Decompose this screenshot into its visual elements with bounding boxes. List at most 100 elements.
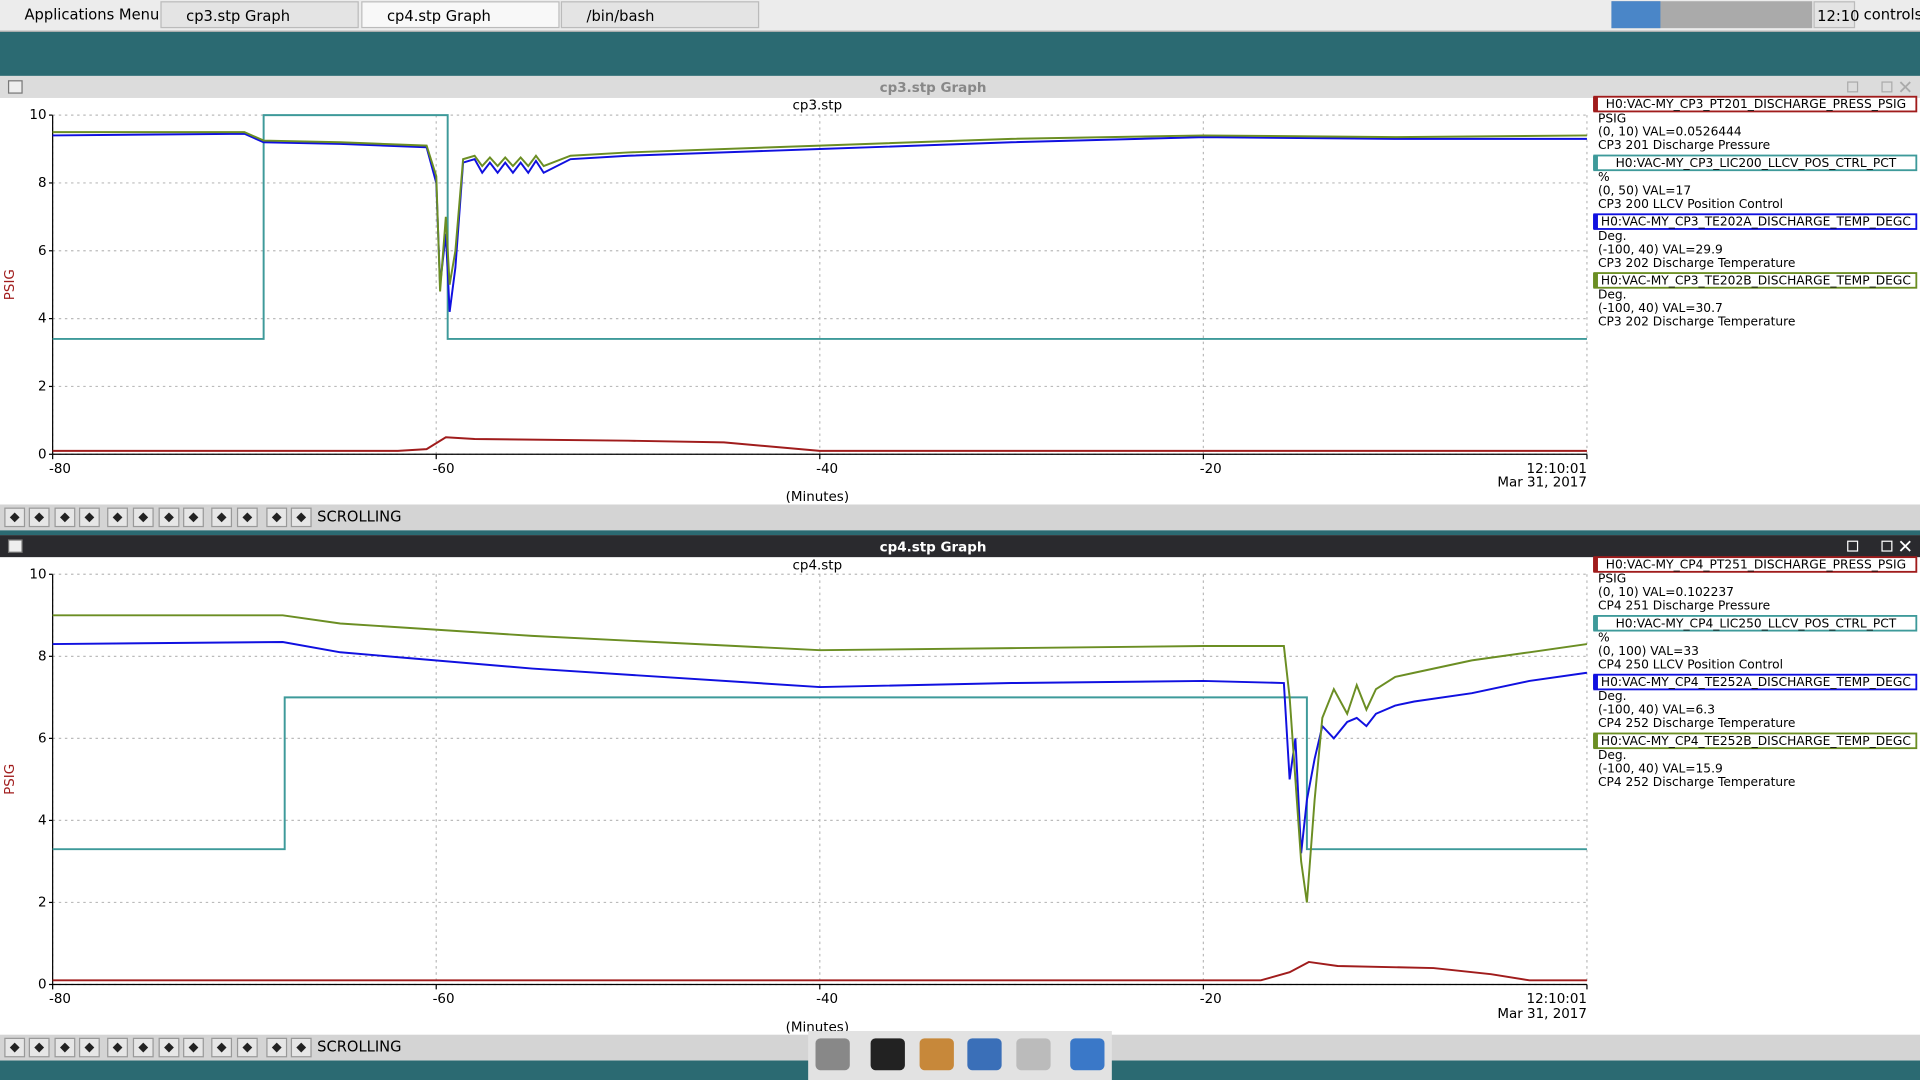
dock [808,1031,1112,1080]
close-button[interactable] [1899,540,1911,552]
x-tick-label: -60 [433,462,455,477]
toolbar-button[interactable] [78,507,100,528]
toolbar-button[interactable] [211,507,233,528]
x-tick-label: -40 [816,462,838,477]
x-tick-label: -40 [816,992,838,1007]
toolbar-button[interactable] [183,507,204,528]
toolbar-button[interactable] [54,507,76,528]
toolbar-icon [242,1042,253,1053]
series-line [52,131,1587,292]
dock-launcher[interactable] [815,1038,850,1071]
legend-name-box[interactable] [1593,615,1918,632]
scroll-status: SCROLLING [317,1039,401,1056]
dock-launcher[interactable] [1070,1038,1105,1071]
window-title: cp4.stp Graph [880,540,987,555]
legend-name-box[interactable] [1593,673,1918,691]
legend-units: PSIG [1598,111,1626,125]
legend-name: H0:VAC-MY_CP4_LIC250_LLCV_POS_CTRL_PCT [1616,616,1897,630]
dock-launcher[interactable] [919,1038,954,1071]
toolbar [0,1034,1920,1061]
toolbar-button[interactable] [132,1037,154,1058]
toolbar-icon [84,512,95,523]
toolbar-button[interactable] [78,1037,100,1058]
chart-title: cp4.stp [793,559,843,574]
series-line [52,614,1588,903]
toolbar-icon [34,512,45,523]
x-tick-label: -80 [49,462,71,477]
y-tick-label: 0 [38,977,47,992]
legend-name-box[interactable] [1593,154,1918,172]
toolbar-button[interactable] [158,1037,180,1058]
legend-name-box[interactable] [1593,272,1918,289]
toolbar-button[interactable] [290,1037,312,1058]
legend-range-value: (0, 100) VAL=33 [1598,644,1699,658]
toolbar-button[interactable] [28,507,50,528]
legend-swatch [1593,214,1598,229]
y-axis-label: PSIG [3,764,18,795]
window-button[interactable] [1881,81,1893,93]
x-tick-label: -20 [1200,992,1222,1007]
toolbar-button[interactable] [107,1037,128,1058]
y-tick-label: 8 [38,649,47,664]
y-tick-label: 6 [38,244,47,259]
window-button[interactable] [1881,540,1893,552]
toolbar-button[interactable] [107,507,128,528]
toolbar-icon [164,1042,174,1053]
toolbar-button[interactable] [266,1037,288,1058]
dock-launcher[interactable] [967,1038,1002,1071]
toolbar-button[interactable] [183,1037,204,1058]
workspaces[interactable] [1611,1,1813,29]
legend-units: % [1598,630,1610,644]
legend-name-box[interactable] [1593,213,1918,230]
legend-units: Deg. [1598,689,1627,703]
applications-menu[interactable]: Applications Menu [24,6,160,24]
legend-range-value: (-100, 40) VAL=30.7 [1598,301,1723,315]
toolbar-icon [188,512,199,523]
legend-range-value: (0, 50) VAL=17 [1598,184,1691,198]
legend-name-box[interactable] [1593,732,1918,750]
toolbar-button[interactable] [54,1037,76,1058]
toolbar-button[interactable] [290,507,312,528]
legend-range-value: (-100, 40) VAL=29.9 [1598,242,1723,256]
task-button[interactable]: cp3.stp Graph [160,1,359,29]
legend-description: CP4 251 Discharge Pressure [1598,599,1770,613]
series-line [52,696,1587,851]
legend-name-box[interactable] [1593,95,1918,113]
window [0,535,1920,1061]
toolbar-button[interactable] [266,507,288,528]
y-axis-label: PSIG [3,269,18,300]
toolbar-button[interactable] [4,1037,26,1058]
legend-description: CP4 252 Discharge Temperature [1598,775,1795,789]
legend-name: H0:VAC-MY_CP4_TE252A_DISCHARGE_TEMP_DEGC [1601,675,1911,689]
close-button[interactable] [1899,81,1911,93]
toolbar-button[interactable] [4,507,26,528]
legend-description: CP3 201 Discharge Pressure [1598,138,1770,152]
toolbar-button[interactable] [28,1037,50,1058]
legend-description: CP4 252 Discharge Temperature [1598,716,1795,730]
chart-title: cp3.stp [793,98,843,113]
dock-launcher[interactable] [1016,1038,1051,1071]
legend-description: CP3 200 LLCV Position Control [1598,197,1783,211]
legend-name: H0:VAC-MY_CP3_TE202B_DISCHARGE_TEMP_DEGC [1601,274,1911,288]
toolbar-button[interactable] [236,507,258,528]
toolbar-button[interactable] [158,507,180,528]
toolbar-button[interactable] [211,1037,233,1058]
dock-launcher[interactable] [870,1038,905,1071]
window-button[interactable] [1847,81,1859,93]
toolbar-button[interactable] [132,507,154,528]
task-button[interactable]: cp4.stp Graph [361,1,560,29]
toolbar-icon [112,512,123,523]
legend-units: Deg. [1598,748,1627,762]
legend-range-value: (-100, 40) VAL=6.3 [1598,703,1715,717]
legend-name-box[interactable] [1593,556,1918,573]
window-icon [7,80,23,94]
toolbar-icon [271,512,282,523]
toolbar-icon [138,512,149,523]
scroll-status: SCROLLING [317,508,401,525]
toolbar-icon [188,1042,199,1053]
legend-swatch [1593,733,1598,749]
task-button[interactable]: /bin/bash [560,1,760,29]
window-button[interactable] [1847,540,1859,552]
toolbar-button[interactable] [236,1037,258,1058]
